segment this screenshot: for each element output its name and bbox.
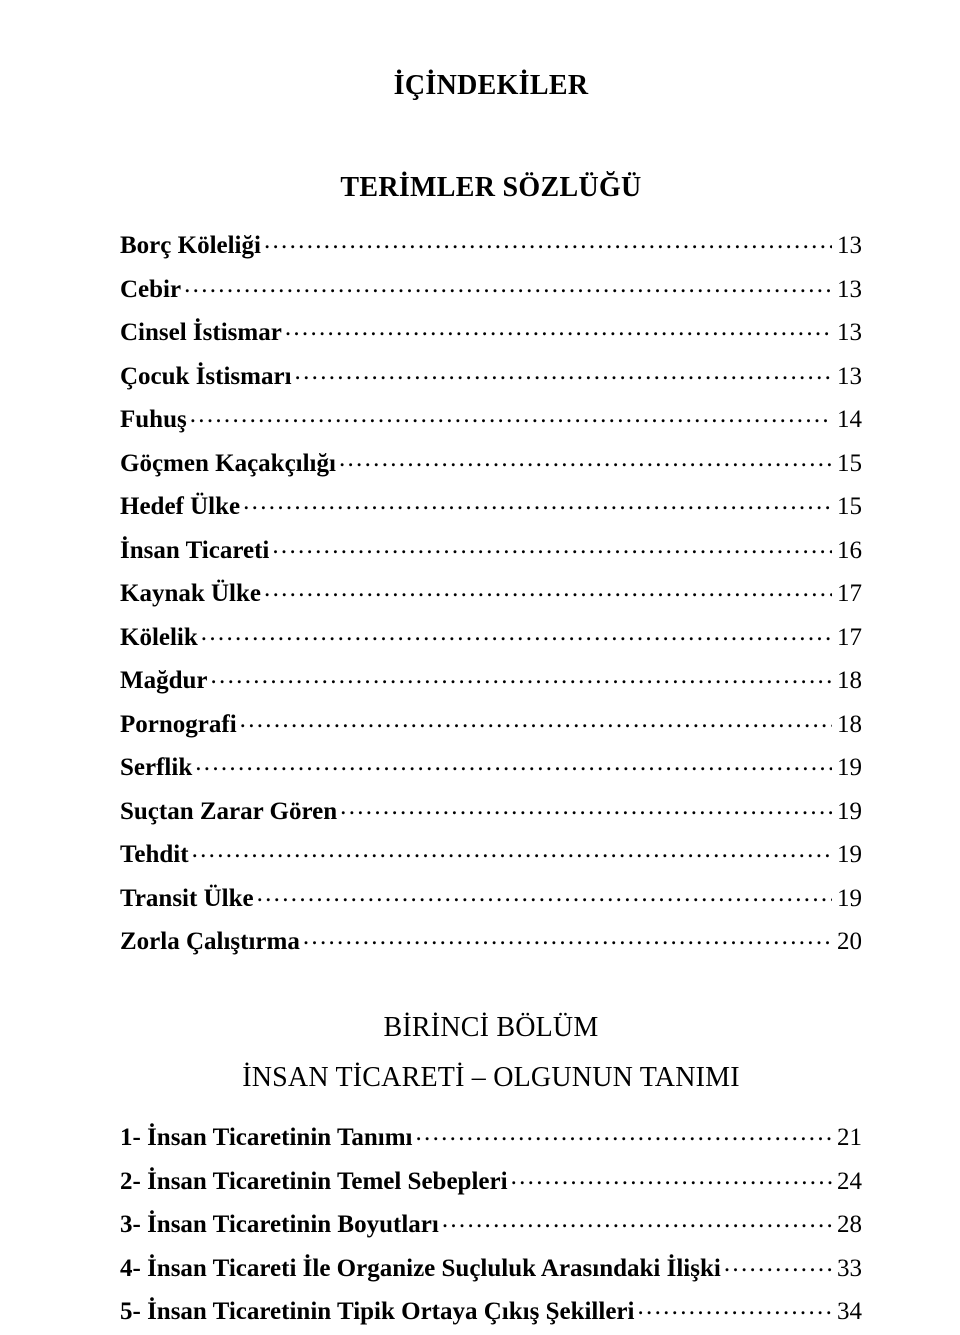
page: İÇİNDEKİLER TERİMLER SÖZLÜĞÜ Borç Köleli… xyxy=(0,0,960,1335)
toc-line-glossary-12: Serflik 19 xyxy=(120,750,862,780)
toc-line-glossary-16: Zorla Çalıştırma 20 xyxy=(120,924,862,954)
toc-entry-page-number: 13 xyxy=(832,320,862,345)
toc-entry-label: Göçmen Kaçakçılığı xyxy=(120,451,339,476)
toc-line-glossary-0: Borç Köleliği 13 xyxy=(120,228,862,258)
toc-entry-page-number: 20 xyxy=(832,929,862,954)
toc-line-glossary-3: Çocuk İstismarı 13 xyxy=(120,359,862,389)
toc-entry-label: Çocuk İstismarı xyxy=(120,364,295,389)
toc-leader-dots xyxy=(195,750,832,775)
toc-line-chapter-2: 3- İnsan Ticaretinin Boyutları 28 xyxy=(120,1207,862,1237)
toc-leader-dots xyxy=(264,576,832,601)
toc-entry-page-number: 28 xyxy=(832,1212,862,1237)
toc-line-chapter-4: 5- İnsan Ticaretinin Tipik Ortaya Çıkış … xyxy=(120,1294,862,1324)
toc-entry-label: Pornografi xyxy=(120,712,240,737)
toc-entry-page-number: 19 xyxy=(832,886,862,911)
toc-entry-page-number: 18 xyxy=(832,668,862,693)
toc-entry-page-number: 34 xyxy=(832,1299,862,1324)
toc-entry-page-number: 18 xyxy=(832,712,862,737)
toc-line-glossary-13: Suçtan Zarar Gören 19 xyxy=(120,794,862,824)
toc-entry-label: Cebir xyxy=(120,277,184,302)
glossary-entries: Borç Köleliği13Cebir13Cinsel İstismar13Ç… xyxy=(120,228,862,954)
toc-line-chapter-1: 2- İnsan Ticaretinin Temel Sebepleri 24 xyxy=(120,1164,862,1194)
toc-line-chapter-3: 4- İnsan Ticareti İle Organize Suçluluk … xyxy=(120,1251,862,1281)
toc-entry-page-number: 17 xyxy=(832,625,862,650)
toc-entry-page-number: 16 xyxy=(832,538,862,563)
toc-entry-page-number: 13 xyxy=(832,233,862,258)
toc-entry-label: Mağdur xyxy=(120,668,211,693)
toc-line-glossary-11: Pornografi 18 xyxy=(120,707,862,737)
toc-line-glossary-15: Transit Ülke 19 xyxy=(120,881,862,911)
toc-entry-label: Hedef Ülke xyxy=(120,494,243,519)
toc-entry-label: 4- İnsan Ticareti İle Organize Suçluluk … xyxy=(120,1256,724,1281)
toc-line-glossary-10: Mağdur 18 xyxy=(120,663,862,693)
toc-leader-dots xyxy=(272,533,832,558)
toc-line-glossary-2: Cinsel İstismar 13 xyxy=(120,315,862,345)
toc-entry-page-number: 21 xyxy=(832,1125,862,1150)
toc-leader-dots xyxy=(442,1207,832,1232)
toc-entry-page-number: 19 xyxy=(832,755,862,780)
toc-entry-label: 5- İnsan Ticaretinin Tipik Ortaya Çıkış … xyxy=(120,1299,637,1324)
main-title: İÇİNDEKİLER xyxy=(120,70,862,102)
section-title-glossary: TERİMLER SÖZLÜĞÜ xyxy=(120,172,862,204)
toc-entry-label: Tehdit xyxy=(120,842,192,867)
toc-leader-dots xyxy=(724,1251,832,1276)
toc-entry-page-number: 24 xyxy=(832,1169,862,1194)
toc-entry-page-number: 13 xyxy=(832,364,862,389)
toc-leader-dots xyxy=(184,272,832,297)
toc-entry-label: Serflik xyxy=(120,755,195,780)
toc-entry-label: İnsan Ticareti xyxy=(120,538,272,563)
toc-leader-dots xyxy=(295,359,832,384)
toc-entry-page-number: 33 xyxy=(832,1256,862,1281)
toc-line-glossary-9: Kölelik 17 xyxy=(120,620,862,650)
toc-entry-label: Transit Ülke xyxy=(120,886,257,911)
toc-entry-label: Zorla Çalıştırma xyxy=(120,929,303,954)
toc-leader-dots xyxy=(637,1294,832,1319)
toc-entry-page-number: 15 xyxy=(832,451,862,476)
chapter-entries: 1- İnsan Ticaretinin Tanımı 21 2- İnsan Ti… xyxy=(120,1120,862,1324)
toc-leader-dots xyxy=(511,1164,832,1189)
toc-leader-dots xyxy=(211,663,833,688)
toc-leader-dots xyxy=(240,707,832,732)
toc-entry-page-number: 15 xyxy=(832,494,862,519)
toc-leader-dots xyxy=(285,315,832,340)
toc-leader-dots xyxy=(257,881,832,906)
toc-leader-dots xyxy=(201,620,832,645)
toc-leader-dots xyxy=(192,837,832,862)
toc-entry-label: Suçtan Zarar Gören xyxy=(120,799,340,824)
toc-leader-dots xyxy=(190,402,832,427)
toc-entry-label: Borç Köleliği xyxy=(120,233,264,258)
toc-entry-label: Fuhuş xyxy=(120,407,190,432)
toc-leader-dots xyxy=(415,1120,832,1145)
toc-line-glossary-5: Göçmen Kaçakçılığı 15 xyxy=(120,446,862,476)
toc-leader-dots xyxy=(339,446,832,471)
toc-line-glossary-14: Tehdit 19 xyxy=(120,837,862,867)
toc-entry-label: Cinsel İstismar xyxy=(120,320,285,345)
toc-entry-label: 3- İnsan Ticaretinin Boyutları xyxy=(120,1212,442,1237)
toc-entry-label: Kölelik xyxy=(120,625,201,650)
toc-line-glossary-1: Cebir 13 xyxy=(120,272,862,302)
chapter-number-label: BİRİNCİ BÖLÜM xyxy=(120,1012,862,1044)
toc-line-glossary-4: Fuhuş 14 xyxy=(120,402,862,432)
toc-line-chapter-0: 1- İnsan Ticaretinin Tanımı 21 xyxy=(120,1120,862,1150)
toc-entry-page-number: 19 xyxy=(832,842,862,867)
toc-entry-label: 1- İnsan Ticaretinin Tanımı xyxy=(120,1125,415,1150)
chapter-title: İNSAN TİCARETİ – OLGUNUN TANIMI xyxy=(120,1062,862,1094)
toc-entry-page-number: 14 xyxy=(832,407,862,432)
toc-entry-label: Kaynak Ülke xyxy=(120,581,264,606)
toc-leader-dots xyxy=(243,489,832,514)
toc-line-glossary-6: Hedef Ülke 15 xyxy=(120,489,862,519)
toc-entry-label: 2- İnsan Ticaretinin Temel Sebepleri xyxy=(120,1169,511,1194)
toc-leader-dots xyxy=(264,228,832,253)
toc-entry-page-number: 19 xyxy=(832,799,862,824)
toc-line-glossary-7: İnsan Ticareti 16 xyxy=(120,533,862,563)
toc-entry-page-number: 17 xyxy=(832,581,862,606)
toc-leader-dots xyxy=(303,924,832,949)
toc-line-glossary-8: Kaynak Ülke 17 xyxy=(120,576,862,606)
toc-leader-dots xyxy=(340,794,832,819)
toc-entry-page-number: 13 xyxy=(832,277,862,302)
